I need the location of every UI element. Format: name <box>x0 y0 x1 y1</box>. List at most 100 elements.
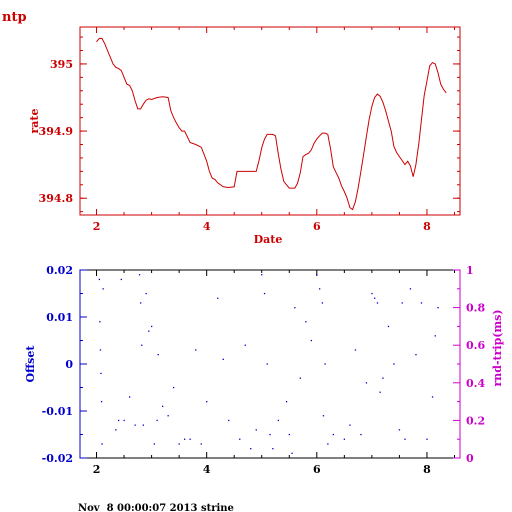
offset-point <box>141 344 143 346</box>
rate-chart: 2 4 6 8 394.8 394.9 395 Date rate <box>28 26 461 246</box>
offset-point <box>239 438 241 440</box>
offset-point <box>134 424 136 426</box>
offset-point <box>178 443 180 445</box>
offset-point <box>409 288 412 290</box>
offset-point <box>118 419 120 422</box>
offset-point <box>206 401 208 403</box>
offset-point <box>426 438 428 440</box>
offset-point <box>184 438 186 440</box>
rndtrip-y2-tick-label: 1 <box>466 264 474 277</box>
offset-plot-frame <box>79 269 461 459</box>
offset-point <box>100 372 102 375</box>
offset-point <box>140 302 142 304</box>
offset-point <box>310 339 312 342</box>
offset-point <box>327 443 329 445</box>
offset-point <box>404 438 406 440</box>
offset-point <box>255 429 257 431</box>
offset-point <box>285 401 288 403</box>
offset-y-axis-label: Offset <box>24 345 37 383</box>
app-label: ntp <box>2 10 27 25</box>
rate-line <box>96 37 447 211</box>
offset-point <box>365 382 368 384</box>
offset-point <box>263 292 266 295</box>
offset-point <box>138 274 141 276</box>
offset-point <box>129 396 131 398</box>
offset-point <box>250 448 252 450</box>
offset-point <box>222 358 224 360</box>
rate-plot-frame <box>79 26 461 216</box>
offset-point <box>269 433 271 436</box>
offset-point <box>319 288 321 290</box>
rndtrip-y2-tick-label: 0.2 <box>466 414 485 427</box>
rndtrip-y2-tick-label: 0.6 <box>466 339 485 352</box>
rndtrip-y2-tick-label: 0.8 <box>466 302 485 315</box>
footer-timestamp: Nov 8 00:00:07 2013 strine <box>78 503 234 512</box>
rate-x-tick-label: 4 <box>203 220 211 233</box>
offset-point <box>437 307 439 309</box>
offset-point <box>148 330 150 332</box>
rate-y-tick-label: 395 <box>50 58 73 71</box>
offset-point <box>434 335 436 337</box>
rndtrip-y2-axis-label: rnd-trip(ms) <box>491 309 504 386</box>
offset-point <box>294 307 296 309</box>
offset-point <box>123 419 125 422</box>
rate-y-axis-label: rate <box>28 108 41 133</box>
rndtrip-y2-tick-label: 0 <box>466 452 474 465</box>
offset-point <box>156 419 158 422</box>
offset-points <box>98 274 439 454</box>
offset-point <box>153 443 155 445</box>
offset-point <box>379 391 381 393</box>
offset-point <box>272 448 274 450</box>
rndtrip-y2-ticks: 0 0.2 0.4 0.6 0.8 1 <box>453 264 485 465</box>
offset-point <box>332 433 334 436</box>
offset-point <box>343 438 345 440</box>
offset-point <box>277 419 279 422</box>
offset-point <box>145 292 147 295</box>
offset-point <box>398 429 401 431</box>
offset-point <box>120 278 122 281</box>
offset-point <box>305 321 307 323</box>
rate-x-tick-label: 6 <box>313 220 321 233</box>
offset-point <box>321 302 323 304</box>
offset-point <box>299 377 301 379</box>
offset-point <box>431 396 434 398</box>
offset-point <box>360 433 362 436</box>
offset-point <box>349 424 351 426</box>
offset-x-tick-label: 4 <box>203 463 211 476</box>
offset-point <box>228 419 230 422</box>
offset-point <box>195 349 197 351</box>
offset-point <box>288 433 290 436</box>
offset-point <box>99 321 101 323</box>
offset-point <box>322 415 325 417</box>
offset-point <box>387 325 390 328</box>
offset-point <box>354 349 357 351</box>
rate-y-tick-label: 394.8 <box>39 192 74 205</box>
offset-point <box>382 377 384 379</box>
offset-point <box>393 363 395 365</box>
rate-x-axis-label: Date <box>254 233 283 246</box>
rndtrip-y2-tick-label: 0.4 <box>466 377 485 390</box>
offset-y-tick-label: -0.02 <box>42 452 73 465</box>
offset-point <box>291 452 293 454</box>
offset-point <box>99 349 102 351</box>
offset-point <box>371 292 373 295</box>
offset-point <box>189 438 191 440</box>
offset-point <box>401 302 403 304</box>
rate-x-ticks: 2 4 6 8 <box>93 27 455 233</box>
rate-x-tick-label: 8 <box>423 220 431 233</box>
offset-point <box>115 429 117 431</box>
offset-point <box>98 278 100 281</box>
offset-point <box>101 443 103 445</box>
offset-point <box>266 363 268 365</box>
rate-y-tick-label: 394.9 <box>39 125 73 138</box>
offset-point <box>167 415 169 417</box>
offset-point <box>316 274 318 276</box>
offset-point <box>151 325 153 328</box>
offset-point <box>217 297 219 299</box>
offset-point <box>420 302 423 304</box>
offset-point <box>324 363 326 365</box>
rate-y-ticks: 394.8 394.9 395 <box>39 36 460 213</box>
offset-point <box>244 344 246 346</box>
rate-x-tick-label: 2 <box>93 220 101 233</box>
